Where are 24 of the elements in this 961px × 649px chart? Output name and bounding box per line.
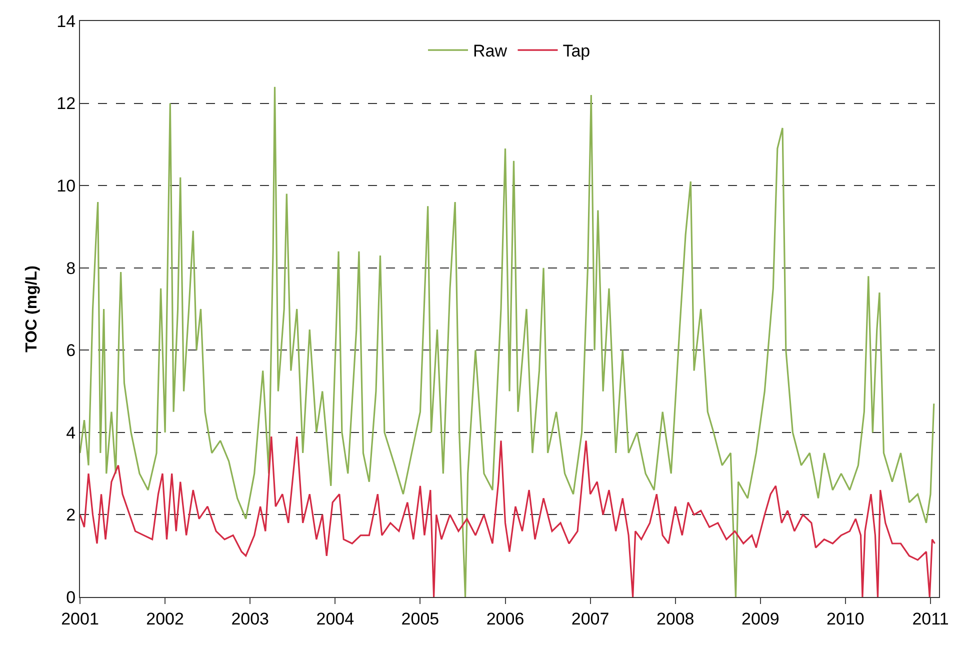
x-tick-label: 2006 bbox=[486, 609, 524, 628]
y-tick-label: 2 bbox=[66, 506, 76, 525]
y-tick-label: 14 bbox=[56, 12, 76, 31]
y-tick-label: 8 bbox=[66, 258, 76, 278]
x-tick-label: 2011 bbox=[912, 609, 949, 628]
y-tick-label: 10 bbox=[56, 176, 76, 196]
x-tick-label: 2010 bbox=[826, 609, 864, 628]
x-tick-label: 2009 bbox=[741, 609, 780, 628]
x-tick-label: 2004 bbox=[316, 609, 354, 628]
y-axis-title: TOC (mg/L) bbox=[24, 266, 41, 352]
x-tick-label: 2003 bbox=[231, 609, 270, 628]
x-tick-label: 2002 bbox=[146, 609, 184, 628]
y-tick-label: 6 bbox=[66, 341, 76, 360]
x-tick-label: 2005 bbox=[401, 609, 440, 628]
y-tick-label: 12 bbox=[56, 94, 76, 114]
y-tick-label: 0 bbox=[66, 588, 76, 607]
x-tick-label: 2001 bbox=[61, 609, 99, 628]
legend-label: Raw bbox=[473, 42, 508, 61]
y-tick-label: 4 bbox=[66, 423, 76, 442]
legend-label: Tap bbox=[562, 42, 590, 61]
x-tick-label: 2008 bbox=[656, 609, 694, 628]
x-tick-label: 2007 bbox=[571, 609, 610, 628]
line-series bbox=[80, 86, 935, 597]
line-series bbox=[80, 436, 936, 597]
